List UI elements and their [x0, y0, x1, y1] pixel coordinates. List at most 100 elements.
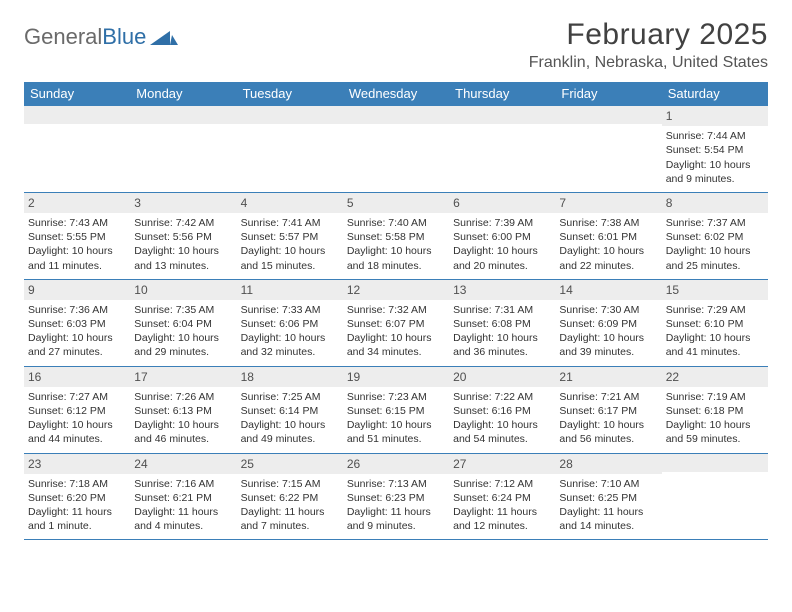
day-cell: 20Sunrise: 7:22 AMSunset: 6:16 PMDayligh… [449, 367, 555, 453]
header: GeneralBlue February 2025 Franklin, Nebr… [24, 18, 768, 72]
day-info-line: Sunrise: 7:31 AM [453, 303, 551, 317]
day-info-line: Sunrise: 7:37 AM [666, 216, 764, 230]
day-number: 23 [24, 454, 130, 474]
day-cell: 12Sunrise: 7:32 AMSunset: 6:07 PMDayligh… [343, 280, 449, 366]
day-info-line: Sunset: 6:06 PM [241, 317, 339, 331]
day-cell: 4Sunrise: 7:41 AMSunset: 5:57 PMDaylight… [237, 193, 343, 279]
brand-text-2: Blue [102, 24, 146, 50]
day-info-line: Daylight: 11 hours and 14 minutes. [559, 505, 657, 533]
day-info-line: Sunrise: 7:43 AM [28, 216, 126, 230]
brand-logo: GeneralBlue [24, 18, 178, 50]
day-info-line: Daylight: 10 hours and 27 minutes. [28, 331, 126, 359]
weekday-header: Wednesday [343, 82, 449, 106]
day-cell: 26Sunrise: 7:13 AMSunset: 6:23 PMDayligh… [343, 454, 449, 540]
day-info-line: Daylight: 10 hours and 36 minutes. [453, 331, 551, 359]
day-cell: 25Sunrise: 7:15 AMSunset: 6:22 PMDayligh… [237, 454, 343, 540]
day-info-line: Sunrise: 7:29 AM [666, 303, 764, 317]
day-info-line: Sunrise: 7:21 AM [559, 390, 657, 404]
day-info-line: Sunset: 6:21 PM [134, 491, 232, 505]
day-info-line: Sunrise: 7:18 AM [28, 477, 126, 491]
day-number: 15 [662, 280, 768, 300]
day-info-line: Daylight: 10 hours and 15 minutes. [241, 244, 339, 272]
day-cell [130, 106, 236, 192]
day-info-line: Daylight: 10 hours and 44 minutes. [28, 418, 126, 446]
day-number: 27 [449, 454, 555, 474]
day-number: 20 [449, 367, 555, 387]
day-info-line: Sunrise: 7:39 AM [453, 216, 551, 230]
day-cell: 23Sunrise: 7:18 AMSunset: 6:20 PMDayligh… [24, 454, 130, 540]
calendar-grid: SundayMondayTuesdayWednesdayThursdayFrid… [24, 82, 768, 540]
day-cell: 11Sunrise: 7:33 AMSunset: 6:06 PMDayligh… [237, 280, 343, 366]
day-info-line: Sunrise: 7:16 AM [134, 477, 232, 491]
day-cell: 28Sunrise: 7:10 AMSunset: 6:25 PMDayligh… [555, 454, 661, 540]
day-cell: 6Sunrise: 7:39 AMSunset: 6:00 PMDaylight… [449, 193, 555, 279]
weeks-container: 1Sunrise: 7:44 AMSunset: 5:54 PMDaylight… [24, 106, 768, 540]
day-info-line: Daylight: 11 hours and 7 minutes. [241, 505, 339, 533]
day-number: 9 [24, 280, 130, 300]
day-number: 17 [130, 367, 236, 387]
day-info-line: Sunset: 6:22 PM [241, 491, 339, 505]
day-cell: 3Sunrise: 7:42 AMSunset: 5:56 PMDaylight… [130, 193, 236, 279]
day-info-line: Daylight: 10 hours and 32 minutes. [241, 331, 339, 359]
day-info-line: Daylight: 10 hours and 54 minutes. [453, 418, 551, 446]
weekday-header: Thursday [449, 82, 555, 106]
day-number: 8 [662, 193, 768, 213]
week-row: 2Sunrise: 7:43 AMSunset: 5:55 PMDaylight… [24, 193, 768, 280]
day-info-line: Sunset: 6:04 PM [134, 317, 232, 331]
day-cell: 15 Sunrise: 7:29 AMSunset: 6:10 PMDayligh… [662, 280, 768, 366]
day-cell [449, 106, 555, 192]
day-number: 6 [449, 193, 555, 213]
day-info-line: Sunrise: 7:40 AM [347, 216, 445, 230]
page-title: February 2025 [529, 18, 768, 52]
day-cell: 22Sunrise: 7:19 AMSunset: 6:18 PMDayligh… [662, 367, 768, 453]
day-number: 28 [555, 454, 661, 474]
day-info-line: Daylight: 10 hours and 29 minutes. [134, 331, 232, 359]
day-info-line: Sunset: 6:10 PM [666, 317, 764, 331]
day-cell: 27Sunrise: 7:12 AMSunset: 6:24 PMDayligh… [449, 454, 555, 540]
weekday-header: Friday [555, 82, 661, 106]
day-info-line: Sunset: 6:24 PM [453, 491, 551, 505]
day-info-line: Sunrise: 7:26 AM [134, 390, 232, 404]
day-info-line: Daylight: 10 hours and 51 minutes. [347, 418, 445, 446]
day-info-line: Sunset: 6:08 PM [453, 317, 551, 331]
day-cell: 17Sunrise: 7:26 AMSunset: 6:13 PMDayligh… [130, 367, 236, 453]
weekday-header: Monday [130, 82, 236, 106]
weekday-header: Sunday [24, 82, 130, 106]
weekday-header-row: SundayMondayTuesdayWednesdayThursdayFrid… [24, 82, 768, 106]
day-info-line: Daylight: 10 hours and 34 minutes. [347, 331, 445, 359]
day-cell: 9Sunrise: 7:36 AMSunset: 6:03 PMDaylight… [24, 280, 130, 366]
day-info-line: Sunrise: 7:35 AM [134, 303, 232, 317]
day-info-line: Daylight: 10 hours and 49 minutes. [241, 418, 339, 446]
day-info-line: Daylight: 10 hours and 20 minutes. [453, 244, 551, 272]
day-number: 18 [237, 367, 343, 387]
day-cell: 13 Sunrise: 7:31 AMSunset: 6:08 PMDayligh… [449, 280, 555, 366]
day-info-line: Sunset: 6:14 PM [241, 404, 339, 418]
day-info-line: Daylight: 10 hours and 41 minutes. [666, 331, 764, 359]
day-number: 4 [237, 193, 343, 213]
day-info-line: Sunrise: 7:30 AM [559, 303, 657, 317]
day-number: 2 [24, 193, 130, 213]
day-number [555, 106, 661, 124]
title-block: February 2025 Franklin, Nebraska, United… [529, 18, 768, 72]
day-cell [662, 454, 768, 540]
day-info-line: Daylight: 10 hours and 46 minutes. [134, 418, 232, 446]
day-info-line: Sunrise: 7:12 AM [453, 477, 551, 491]
day-info-line: Sunset: 6:23 PM [347, 491, 445, 505]
week-row: 16Sunrise: 7:27 AMSunset: 6:12 PMDayligh… [24, 367, 768, 454]
day-number: 10 [130, 280, 236, 300]
day-info-line: Sunset: 5:54 PM [666, 143, 764, 157]
day-number [237, 106, 343, 124]
day-info-line: Sunset: 6:18 PM [666, 404, 764, 418]
day-info-line: Daylight: 10 hours and 9 minutes. [666, 158, 764, 186]
day-info-line: Sunrise: 7:13 AM [347, 477, 445, 491]
day-number: 13 [449, 280, 555, 300]
day-cell: 8Sunrise: 7:37 AMSunset: 6:02 PMDaylight… [662, 193, 768, 279]
day-info-line: Sunrise: 7:36 AM [28, 303, 126, 317]
weekday-header: Saturday [662, 82, 768, 106]
day-cell: 10 Sunrise: 7:35 AMSunset: 6:04 PMDayligh… [130, 280, 236, 366]
day-cell [343, 106, 449, 192]
day-number [343, 106, 449, 124]
day-info-line: Sunrise: 7:22 AM [453, 390, 551, 404]
day-number: 22 [662, 367, 768, 387]
week-row: 1Sunrise: 7:44 AMSunset: 5:54 PMDaylight… [24, 106, 768, 193]
